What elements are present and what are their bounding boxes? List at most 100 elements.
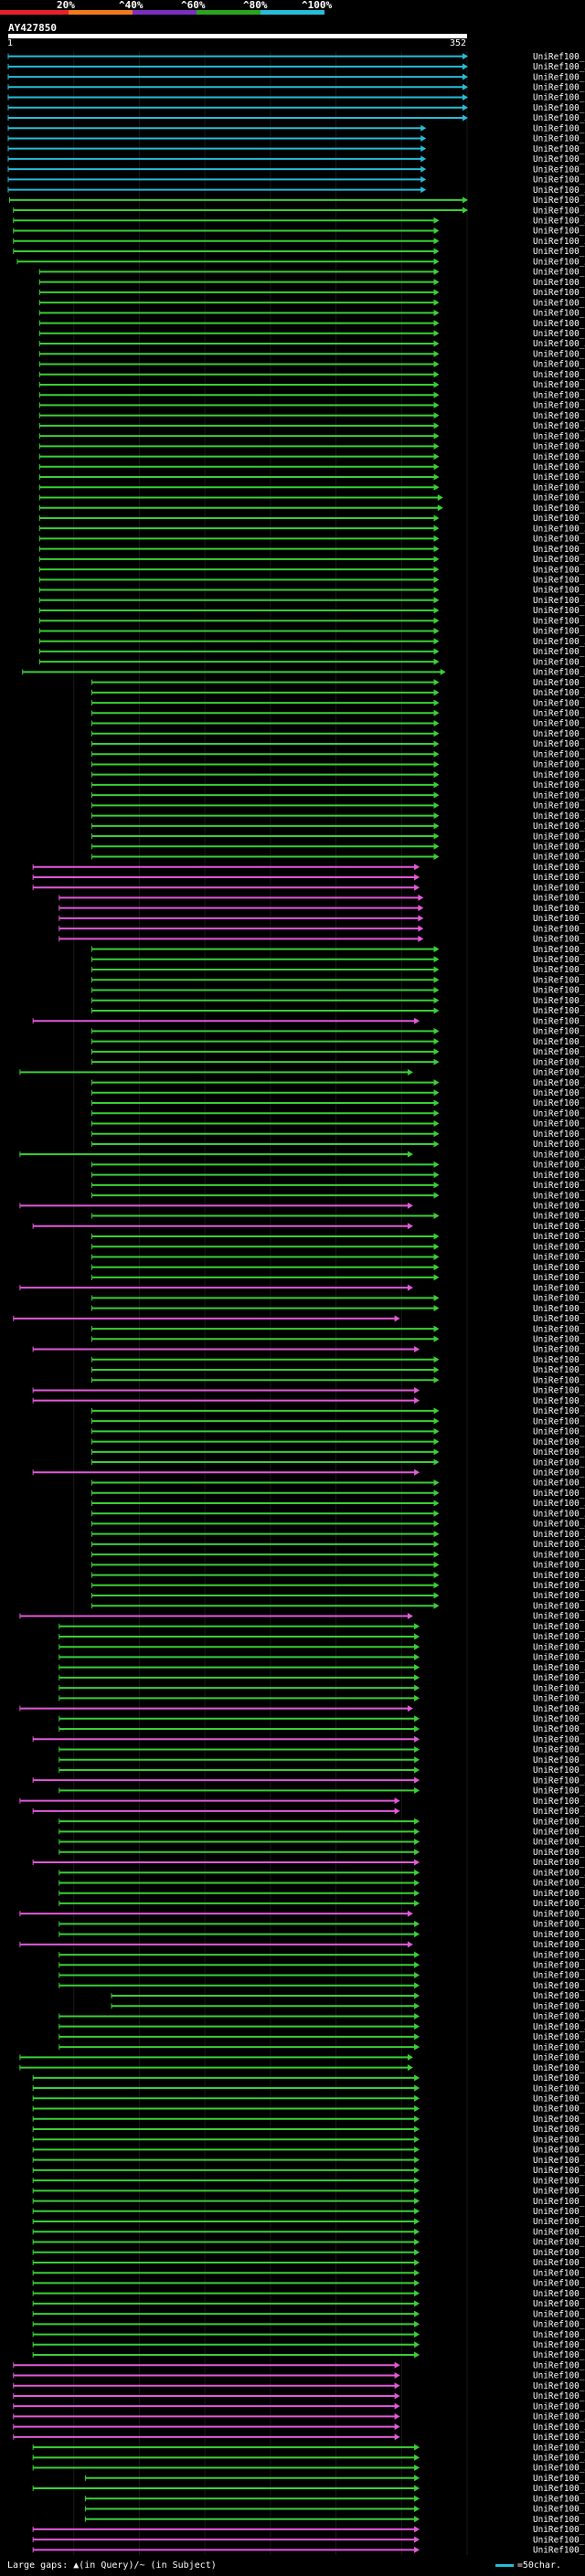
hit-label[interactable]: UniRef100_B9N672 (533, 1971, 585, 1981)
hit-label[interactable]: UniRef100_A2YNG2 (533, 1807, 585, 1817)
hit-label[interactable]: UniRef100_Q0JI63 (533, 586, 585, 596)
hit-label[interactable]: UniRef100_Q6SUW6 (533, 1037, 585, 1047)
hit-label[interactable]: UniRef100_A7P3B8 (533, 1673, 585, 1683)
hit-label[interactable]: UniRef100_C5XXX1 (533, 154, 585, 164)
hit-label[interactable]: UniRef100_UP1000... (533, 1591, 585, 1601)
hit-label[interactable]: UniRef100_A6YFC6 (533, 1294, 585, 1304)
hit-label[interactable]: UniRef100_B9G6Q4 (533, 175, 585, 186)
hit-label[interactable]: UniRef100_B4FJJ1 (533, 504, 585, 514)
hit-label[interactable]: UniRef100_A3BLX7 (533, 1797, 585, 1807)
hit-label[interactable]: UniRef100_B9GLW4 (533, 1119, 585, 1129)
hit-label[interactable]: UniRef100_A3AMP3 (533, 339, 585, 349)
hit-label[interactable]: UniRef100_B9GUN2 (533, 606, 585, 616)
hit-label[interactable]: UniRef100_C5HOF1 (533, 1057, 585, 1067)
hit-label[interactable]: UniRef100_B9RY46 (533, 1940, 585, 1950)
hit-label[interactable]: UniRef100_Q8H6J3 (533, 729, 585, 739)
hit-label[interactable]: UniRef100_A2Z9M8 (533, 186, 585, 196)
hit-label[interactable]: UniRef100_C4ME13 (533, 380, 585, 390)
hit-label[interactable]: UniRef100_Q1M950 (533, 2535, 585, 2545)
hit-label[interactable]: UniRef100_A2ZPO7 (533, 1530, 585, 1540)
hit-label[interactable]: UniRef100_C5WNF9 (533, 2299, 585, 2309)
hit-label[interactable]: UniRef100_Q6ES57 (533, 1437, 585, 1447)
hit-label[interactable]: UniRef100_UP1000... (533, 411, 585, 421)
hit-label[interactable]: UniRef100_B9N916 (533, 1828, 585, 1838)
hit-label[interactable]: UniRef100_A9RUU1 (533, 2166, 585, 2176)
hit-label[interactable]: UniRef100_Q6K9C5 (533, 760, 585, 770)
hit-label[interactable]: UniRef100_C0PPH1 (533, 1386, 585, 1396)
hit-label[interactable]: UniRef100_Q6RWW7 (533, 2197, 585, 2207)
hit-label[interactable]: UniRef100_B9GVU9 (533, 72, 585, 82)
hit-label[interactable]: UniRef100_B9N8F0 (533, 1961, 585, 1971)
hit-label[interactable]: UniRef100_A2ZI16 (533, 832, 585, 842)
hit-label[interactable]: UniRef100_B9RBB4 (533, 1273, 585, 1283)
hit-label[interactable]: UniRef100_B8AWZ9 (533, 329, 585, 339)
hit-label[interactable]: UniRef100_B9H2W9 (533, 1765, 585, 1776)
hit-label[interactable]: UniRef100_UP1000... (533, 2494, 585, 2504)
hit-label[interactable]: UniRef100_Q9LZV7 (533, 247, 585, 257)
hit-label[interactable]: UniRef100_A5AVW7 (533, 955, 585, 965)
hit-label[interactable]: UniRef100_Q6A794 (533, 1920, 585, 1930)
hit-label[interactable]: UniRef100_B9S143 (533, 1345, 585, 1355)
hit-label[interactable]: UniRef100_A9T741 (533, 2012, 585, 2022)
hit-label[interactable]: UniRef100_Q0WVG0 (533, 144, 585, 154)
hit-label[interactable]: UniRef100_Q9SEV0 (533, 698, 585, 708)
hit-label[interactable]: UniRef100_A7NST0 (533, 1253, 585, 1263)
hit-label[interactable]: UniRef100_A2YGQ6 (533, 1161, 585, 1171)
hit-label[interactable]: UniRef100_Q9LY03 (533, 349, 585, 359)
hit-label[interactable]: UniRef100_Q4MU98 (533, 2268, 585, 2278)
hit-label[interactable]: UniRef100_B9RJ94 (533, 1202, 585, 1212)
hit-label[interactable]: UniRef100_Q94JL9 (533, 1365, 585, 1375)
hit-label[interactable]: UniRef100_B9N9W4 (533, 2330, 585, 2340)
hit-label[interactable]: UniRef100_UP1000... (533, 442, 585, 452)
hit-label[interactable]: UniRef100_UP1000... (533, 1704, 585, 1714)
hit-label[interactable]: UniRef100_B9RBW9 (533, 83, 585, 93)
hit-label[interactable]: UniRef100_C6ZRZ8 (533, 401, 585, 411)
hit-label[interactable]: UniRef100_Q5X9F7 (533, 2217, 585, 2227)
hit-label[interactable]: UniRef100_A9TP17 (533, 2422, 585, 2433)
hit-label[interactable]: UniRef100_A5ID06 (533, 1879, 585, 1889)
hit-label[interactable]: UniRef100_A3CEX1 (533, 811, 585, 822)
hit-label[interactable]: UniRef100_Q56ZA0 (533, 2248, 585, 2258)
hit-label[interactable]: UniRef100_B9IAQ7 (533, 657, 585, 667)
hit-label[interactable]: UniRef100_A9T3T7 (533, 2022, 585, 2032)
hit-label[interactable]: UniRef100_A7Q694 (533, 62, 585, 72)
hit-label[interactable]: UniRef100_Q0WSR7 (533, 2115, 585, 2125)
hit-label[interactable]: UniRef100_B9S859 (533, 319, 585, 329)
hit-label[interactable]: UniRef100_Q7F1X6 (533, 1447, 585, 1458)
hit-label[interactable]: UniRef100_B9FD67 (533, 2360, 585, 2370)
hit-label[interactable]: UniRef100_Q8RU75 (533, 576, 585, 586)
hit-label[interactable]: UniRef100_Q8LRD7 (533, 965, 585, 975)
hit-label[interactable]: UniRef100_B6D3K9 (533, 1991, 585, 2001)
hit-label[interactable]: UniRef100_C5X1J5 (533, 514, 585, 524)
hit-label[interactable]: UniRef100_A2XWX6 (533, 2443, 585, 2453)
hit-label[interactable]: UniRef100_Q6ASV6 (533, 1263, 585, 1273)
hit-label[interactable]: UniRef100_B9RT69 (533, 1745, 585, 1755)
hit-label[interactable]: UniRef100_A9STW0 (533, 257, 585, 267)
hit-label[interactable]: UniRef100_Q9LJG1 (533, 2073, 585, 2083)
hit-label[interactable]: UniRef100_A9S207 (533, 431, 585, 441)
hit-label[interactable]: UniRef100_A7R1G3 (533, 2156, 585, 2166)
hit-label[interactable]: UniRef100_UP1000... (533, 1355, 585, 1365)
hit-label[interactable]: UniRef100_B8BQG6 (533, 1489, 585, 1499)
hit-label[interactable]: UniRef100_A9SQT9 (533, 1520, 585, 1530)
hit-label[interactable]: UniRef100_A9SYR0 (533, 1150, 585, 1160)
hit-label[interactable]: UniRef100_C5Z2Z8 (533, 627, 585, 637)
hit-label[interactable]: UniRef100_B9RED2 (533, 1612, 585, 1622)
hit-label[interactable]: UniRef100_B4G255 (533, 535, 585, 545)
hit-label[interactable]: UniRef100_A2WN61 (533, 596, 585, 606)
hit-label[interactable]: UniRef100_B9IGT6 (533, 278, 585, 288)
hit-label[interactable]: UniRef100_B9SJS8 (533, 2146, 585, 2156)
hit-label[interactable]: UniRef100_B9SMJ2 (533, 709, 585, 719)
hit-label[interactable]: UniRef100_C5YWL2 (533, 1734, 585, 1744)
hit-label[interactable]: UniRef100_Q9LV50 (533, 2505, 585, 2515)
hit-label[interactable]: UniRef100_B9SNP8 (533, 1930, 585, 1940)
hit-label[interactable]: UniRef100_UP1000... (533, 1581, 585, 1591)
hit-label[interactable]: UniRef100_B6D3K8 (533, 2001, 585, 2011)
hit-label[interactable]: UniRef100_A9RPE7 (533, 1078, 585, 1088)
hit-label[interactable]: UniRef100_B9GLB0 (533, 1817, 585, 1827)
hit-label[interactable]: UniRef100_A9S7J1 (533, 853, 585, 863)
hit-label[interactable]: UniRef100_Q5VN45 (533, 647, 585, 657)
hit-label[interactable]: UniRef100_Q75J19 (533, 2104, 585, 2115)
hit-label[interactable]: UniRef100_A7PFC8 (533, 1663, 585, 1673)
hit-label[interactable]: UniRef100_C5Z3W2 (533, 1468, 585, 1478)
